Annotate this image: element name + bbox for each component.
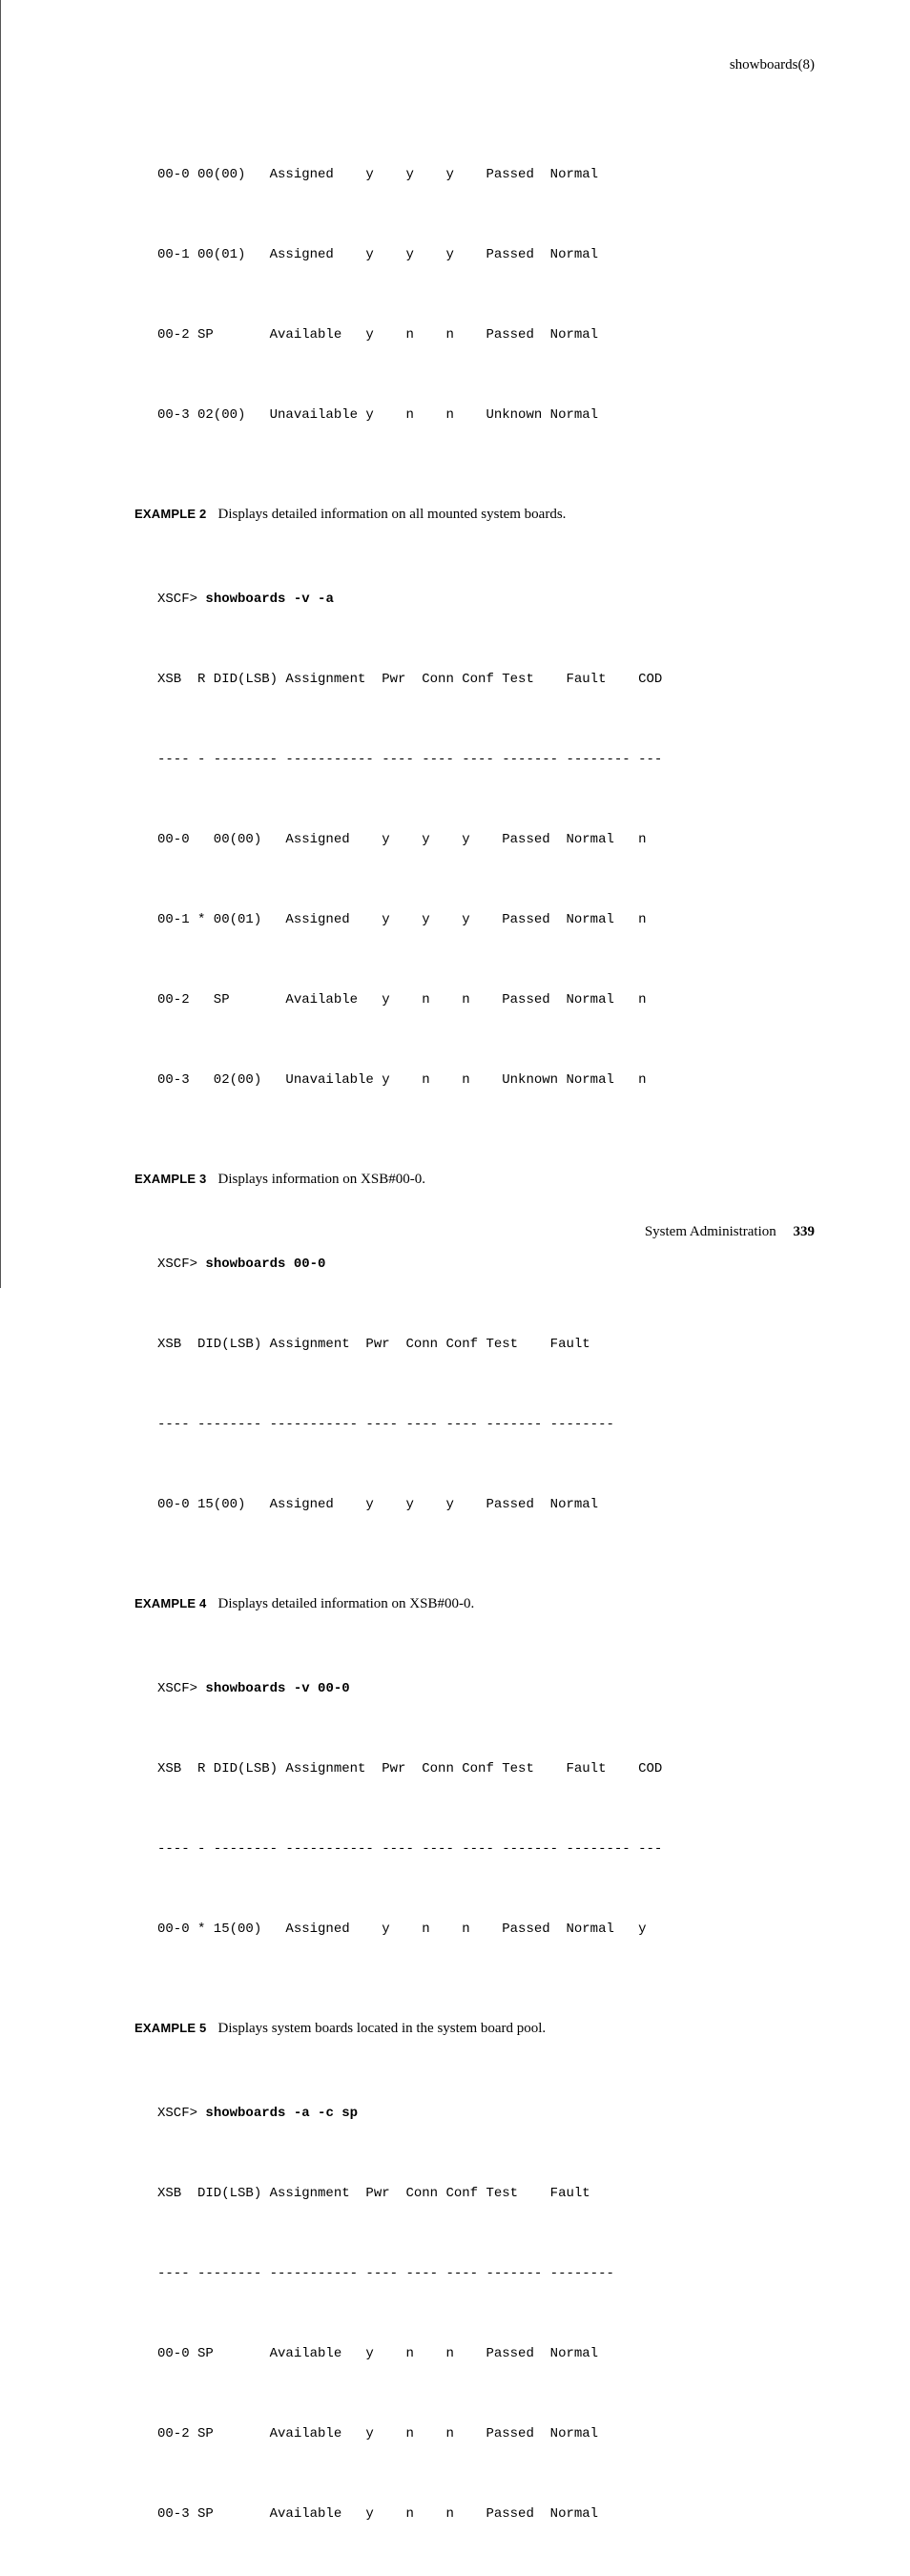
example-text: Displays detailed information on XSB#00-… (217, 1596, 474, 1612)
table-row: 00-0 SP Available y n n Passed Normal (157, 2340, 815, 2367)
example-heading: EXAMPLE 4 Displays detailed information … (134, 1596, 815, 1612)
table-header: XSB DID(LSB) Assignment Pwr Conn Conf Te… (157, 1331, 815, 1358)
example-text: Displays system boards located in the sy… (217, 2021, 546, 2037)
cmd-line: XSCF> showboards -v 00-0 (157, 1675, 815, 1702)
cmd-line: XSCF> showboards -a -c sp (157, 2100, 815, 2127)
terminal-block: XSCF> showboards -a -c sp XSB DID(LSB) A… (157, 2046, 815, 2576)
table-row: 00-0 * 15(00) Assigned y n n Passed Norm… (157, 1916, 815, 1942)
example-heading: EXAMPLE 5 Displays system boards located… (134, 2021, 815, 2037)
footer-section: System Administration (645, 1224, 776, 1239)
table-row: 00-3 SP Available y n n Passed Normal (157, 2501, 815, 2527)
prompt: XSCF> (157, 1681, 205, 1696)
example-heading: EXAMPLE 3 Displays information on XSB#00… (134, 1172, 815, 1188)
table-header: XSB R DID(LSB) Assignment Pwr Conn Conf … (157, 666, 815, 693)
example-text: Displays detailed information on all mou… (217, 507, 566, 523)
table-divider: ---- - -------- ----------- ---- ---- --… (157, 1836, 815, 1862)
table-row: 00-3 02(00) Unavailable y n n Unknown No… (157, 402, 815, 428)
cmd-line: XSCF> showboards -v -a (157, 586, 815, 613)
example-label: EXAMPLE 3 (134, 1172, 206, 1186)
table-row: 00-2 SP Available y n n Passed Normal (157, 322, 815, 348)
table-row: 00-0 00(00) Assigned y y y Passed Normal… (157, 826, 815, 853)
example-heading: EXAMPLE 2 Displays detailed information … (134, 507, 815, 523)
example-label: EXAMPLE 2 (134, 507, 206, 521)
table-row: 00-1 * 00(01) Assigned y y y Passed Norm… (157, 906, 815, 933)
terminal-block: XSCF> showboards 00-0 XSB DID(LSB) Assig… (157, 1197, 815, 1571)
example-label: EXAMPLE 4 (134, 1596, 206, 1610)
table-row: 00-3 02(00) Unavailable y n n Unknown No… (157, 1067, 815, 1093)
manpage-header: showboards(8) (134, 57, 815, 73)
table-row: 00-0 15(00) Assigned y y y Passed Normal (157, 1491, 815, 1518)
terminal-block: XSCF> showboards -v 00-0 XSB R DID(LSB) … (157, 1622, 815, 1996)
table-header: XSB DID(LSB) Assignment Pwr Conn Conf Te… (157, 2180, 815, 2207)
table-header: XSB R DID(LSB) Assignment Pwr Conn Conf … (157, 1755, 815, 1782)
intro-terminal-block: 00-0 00(00) Assigned y y y Passed Normal… (157, 108, 815, 482)
page: showboards(8) 00-0 00(00) Assigned y y y… (0, 0, 910, 1288)
table-row: 00-2 SP Available y n n Passed Normal (157, 2420, 815, 2447)
cmd: showboards 00-0 (205, 1257, 325, 1272)
terminal-block: XSCF> showboards -v -a XSB R DID(LSB) As… (157, 532, 815, 1147)
page-footer: System Administration 339 (645, 1224, 815, 1240)
cmd: showboards -a -c sp (205, 2106, 358, 2121)
prompt: XSCF> (157, 1257, 205, 1272)
table-divider: ---- - -------- ----------- ---- ---- --… (157, 746, 815, 773)
example-text: Displays information on XSB#00-0. (217, 1172, 425, 1188)
table-row: 00-2 SP Available y n n Passed Normal n (157, 987, 815, 1013)
cmd-line: XSCF> showboards 00-0 (157, 1251, 815, 1278)
table-divider: ---- -------- ----------- ---- ---- ----… (157, 1411, 815, 1438)
prompt: XSCF> (157, 2106, 205, 2121)
cmd: showboards -v 00-0 (205, 1681, 349, 1696)
table-row: 00-1 00(01) Assigned y y y Passed Normal (157, 241, 815, 268)
cmd: showboards -v -a (205, 592, 333, 607)
table-row: 00-0 00(00) Assigned y y y Passed Normal (157, 161, 815, 188)
example-label: EXAMPLE 5 (134, 2021, 206, 2035)
prompt: XSCF> (157, 592, 205, 607)
table-divider: ---- -------- ----------- ---- ---- ----… (157, 2260, 815, 2287)
page-number: 339 (794, 1224, 816, 1239)
